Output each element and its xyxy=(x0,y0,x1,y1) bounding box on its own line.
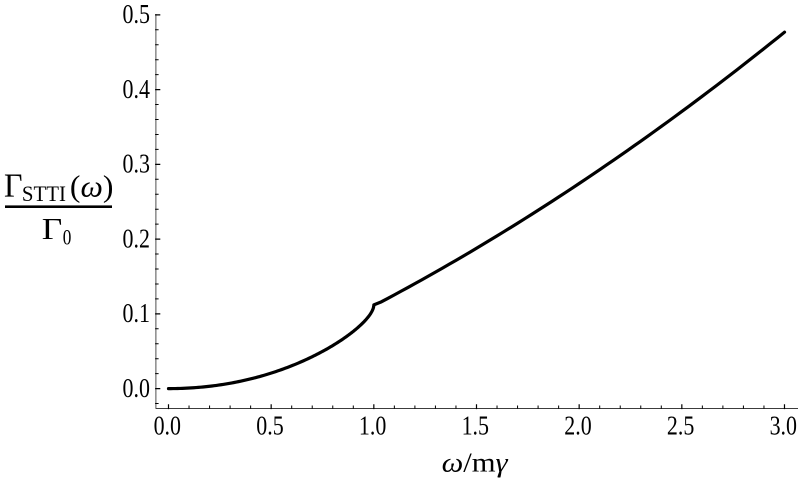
svg-text:Γ: Γ xyxy=(4,167,23,204)
svg-text:0.0: 0.0 xyxy=(123,373,150,403)
svg-text:0.5: 0.5 xyxy=(123,0,150,29)
svg-text:0.1: 0.1 xyxy=(123,298,150,328)
svg-text:0.3: 0.3 xyxy=(123,149,150,179)
svg-text:2.5: 2.5 xyxy=(667,410,694,440)
svg-text:STTI: STTI xyxy=(22,181,66,206)
svg-text:(ω): (ω) xyxy=(70,169,114,203)
svg-text:0.2: 0.2 xyxy=(123,223,150,253)
svg-text:2.0: 2.0 xyxy=(564,410,591,440)
svg-text:0.5: 0.5 xyxy=(256,410,283,440)
svg-text:0.0: 0.0 xyxy=(154,410,181,440)
svg-text:0: 0 xyxy=(63,225,72,250)
svg-text:Γ: Γ xyxy=(42,212,63,246)
svg-text:3.0: 3.0 xyxy=(770,410,797,440)
svg-text:0.4: 0.4 xyxy=(123,74,151,104)
svg-text:1.5: 1.5 xyxy=(462,410,489,440)
svg-text:ω/mγ: ω/m γ xyxy=(442,447,509,478)
svg-text:1.0: 1.0 xyxy=(359,410,386,440)
